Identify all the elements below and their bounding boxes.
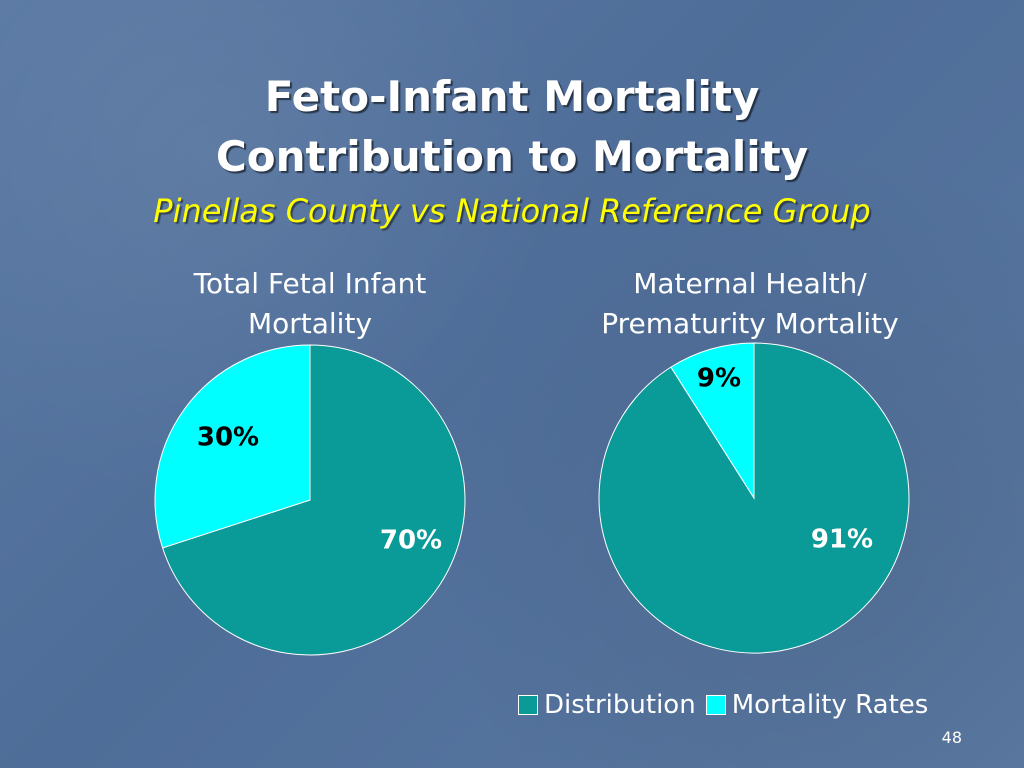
right-pie-label-mortality-rates: 9% <box>697 364 741 394</box>
right-pie-title-line-1: Maternal Health/ <box>633 267 867 300</box>
slide-subtitle: Pinellas County vs National Reference Gr… <box>153 192 871 230</box>
right-pie-slice-mortality-rates <box>670 342 755 500</box>
left-pie-label-distribution: 70% <box>380 526 442 556</box>
left-pie-slice-mortality-rates <box>154 344 311 549</box>
slide-title-line-1: Feto-Infant Mortality <box>264 72 760 121</box>
right-pie-title: Maternal Health/ Prematurity Mortality <box>540 264 960 344</box>
legend-label-mortality-rates: Mortality Rates <box>731 690 929 720</box>
right-pie-label-distribution: 91% <box>811 525 873 555</box>
page-number: 48 <box>941 728 962 747</box>
legend-swatch-distribution <box>518 695 538 715</box>
right-pie-title-line-2: Prematurity Mortality <box>601 307 899 340</box>
legend-label-distribution: Distribution <box>544 690 696 720</box>
left-pie-title-line-1: Total Fetal Infant <box>193 267 427 300</box>
left-pie-title: Total Fetal Infant Mortality <box>150 264 470 344</box>
legend-swatch-mortality-rates <box>705 695 726 715</box>
legend-item-distribution: Distribution <box>518 690 696 720</box>
legend-item-mortality-rates: Mortality Rates <box>705 690 929 720</box>
left-pie-slice-distribution <box>161 344 466 656</box>
right-pie-chart: 91% 9% <box>598 342 910 654</box>
left-pie-title-line-2: Mortality <box>247 307 373 340</box>
slide-title-line-2: Contribution to Mortality <box>215 132 809 181</box>
left-pie-label-mortality-rates: 30% <box>197 423 259 453</box>
left-pie-chart: 70% 30% <box>154 344 466 656</box>
legend: Distribution Mortality Rates <box>518 690 928 720</box>
